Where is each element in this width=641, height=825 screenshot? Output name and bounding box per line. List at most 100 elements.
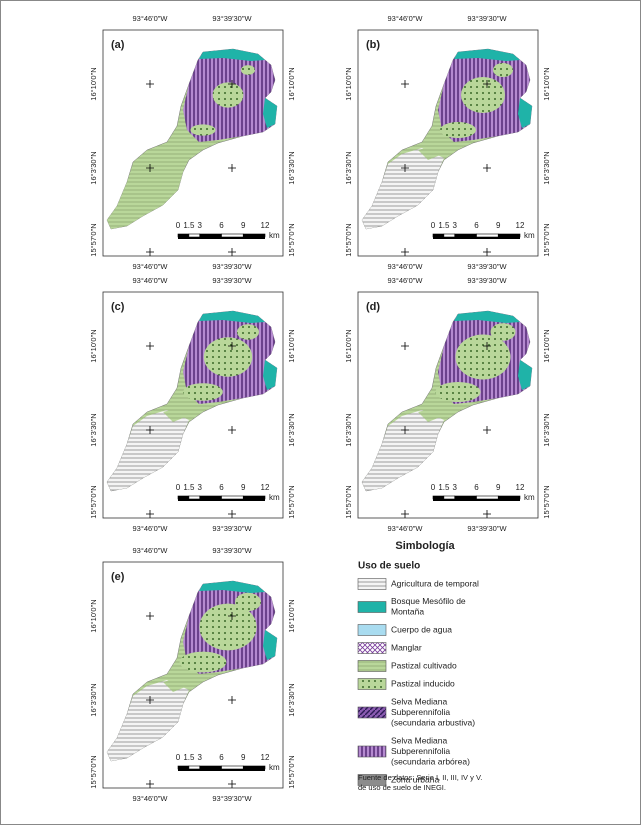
coord-label: 15°57'0"N — [542, 485, 551, 518]
legend-swatch — [357, 660, 387, 672]
scale-unit: km — [269, 493, 280, 502]
legend-swatch — [357, 578, 387, 590]
land-induced — [241, 65, 255, 75]
grid-cross — [401, 426, 409, 434]
land-cloud-forest — [518, 360, 532, 390]
coord-label: 16°10'0"N — [344, 329, 353, 362]
grid-cross — [483, 80, 491, 88]
scale-segment — [497, 495, 521, 500]
legend-label: Subperennifolia — [391, 746, 450, 756]
scale-label: 9 — [496, 221, 501, 230]
coord-label: 93°46'0"W — [387, 262, 423, 271]
land-cloud-forest — [518, 98, 532, 128]
source-note: Fuente de datos: Serie I, II, III, IV y … — [358, 773, 482, 782]
panel-label: (c) — [111, 301, 125, 313]
source-note: de uso de suelo de INEGI. — [358, 783, 446, 792]
grid-cross — [401, 80, 409, 88]
scale-label: 9 — [496, 483, 501, 492]
coord-label: 93°39'30"W — [212, 524, 252, 533]
grid-cross — [401, 510, 409, 518]
land-tail — [107, 680, 189, 761]
land-cloud-forest — [199, 49, 265, 61]
grid-cross — [146, 612, 154, 620]
coord-label: 15°57'0"N — [344, 485, 353, 518]
scale-label: 9 — [241, 753, 246, 762]
scale-unit: km — [524, 493, 535, 502]
legend-label: Manglar — [391, 642, 422, 652]
scale-segment — [476, 495, 499, 500]
coord-label: 15°57'0"N — [287, 485, 296, 518]
coord-label: 16°10'0"N — [542, 329, 551, 362]
land-cloud-forest — [454, 311, 520, 323]
scale-segment — [497, 233, 521, 238]
grid-cross — [146, 342, 154, 350]
grid-cross — [483, 248, 491, 256]
coord-label: 15°57'0"N — [287, 755, 296, 788]
scale-segment — [188, 495, 201, 500]
scale-label: 0 — [176, 221, 181, 230]
land-induced — [235, 592, 261, 612]
map-panel: (e) 93°46'0"W 93°39'30"W 93°46'0"W 93°39'30"… — [89, 546, 296, 803]
land-tail — [362, 410, 444, 491]
scale-label: 6 — [219, 483, 224, 492]
panel-label: (d) — [366, 301, 380, 313]
coord-label: 93°39'30"W — [212, 546, 252, 555]
land-cultivated-strip — [163, 674, 203, 692]
legend-label: Agricultura de temporal — [391, 578, 479, 588]
panel-label: (a) — [111, 39, 125, 51]
scale-segment — [177, 495, 190, 500]
grid-cross — [228, 510, 236, 518]
scale-label: 12 — [516, 221, 525, 230]
scale-segment — [242, 765, 266, 770]
grid-cross — [228, 80, 236, 88]
grid-cross — [228, 780, 236, 788]
grid-cross — [146, 80, 154, 88]
legend-label: (secundaria arbustiva) — [391, 717, 475, 727]
coord-label: 16°10'0"N — [89, 599, 98, 632]
scale-label: 9 — [241, 483, 246, 492]
land-induced — [490, 323, 516, 341]
scale-segment — [199, 765, 222, 770]
land-induced — [440, 122, 476, 138]
land-induced — [493, 63, 513, 77]
scale-segment — [454, 233, 477, 238]
land-induced — [237, 324, 259, 340]
legend-swatch — [357, 774, 387, 786]
scale-segment — [433, 499, 520, 501]
legend-label: Subperennifolia — [391, 707, 450, 717]
legend-swatch — [357, 642, 387, 654]
coord-label: 16°3'30"N — [542, 413, 551, 446]
scale-label: 6 — [219, 221, 224, 230]
scale-label: 3 — [198, 221, 203, 230]
coord-label: 16°10'0"N — [287, 329, 296, 362]
land-induced — [212, 82, 244, 108]
coord-label: 93°46'0"W — [132, 546, 168, 555]
grid-cross — [228, 164, 236, 172]
panel-label: (e) — [111, 571, 125, 583]
coord-label: 93°46'0"W — [132, 14, 168, 23]
grid-cross — [146, 780, 154, 788]
coord-label: 15°57'0"N — [89, 223, 98, 256]
scale-segment — [188, 233, 201, 238]
land-cultivated-strip — [163, 142, 203, 160]
coord-label: 93°46'0"W — [387, 524, 423, 533]
grid-cross — [146, 510, 154, 518]
map-panel: (b) 93°46'0"W 93°39'30"W 93°46'0"W 93°39'30"… — [344, 14, 551, 271]
coord-label: 15°57'0"N — [89, 485, 98, 518]
grid-cross — [146, 164, 154, 172]
coord-label: 16°10'0"N — [542, 67, 551, 100]
legend-label: Selva Mediana — [391, 735, 448, 745]
grid-cross — [228, 612, 236, 620]
land-cloud-forest — [199, 311, 265, 323]
coord-label: 93°39'30"W — [212, 276, 252, 285]
land-induced — [183, 383, 223, 401]
legend-label: Cuerpo de agua — [391, 624, 452, 634]
coord-label: 93°39'30"W — [467, 14, 507, 23]
scale-segment — [454, 495, 477, 500]
scale-unit: km — [524, 231, 535, 240]
coord-label: 93°39'30"W — [467, 524, 507, 533]
scale-label: 6 — [474, 483, 479, 492]
legend-subtitle: Uso de suelo — [358, 561, 420, 572]
legend-swatch — [357, 706, 387, 719]
map-panel: (c) 93°46'0"W 93°39'30"W 93°46'0"W 93°39'30"… — [89, 276, 296, 533]
